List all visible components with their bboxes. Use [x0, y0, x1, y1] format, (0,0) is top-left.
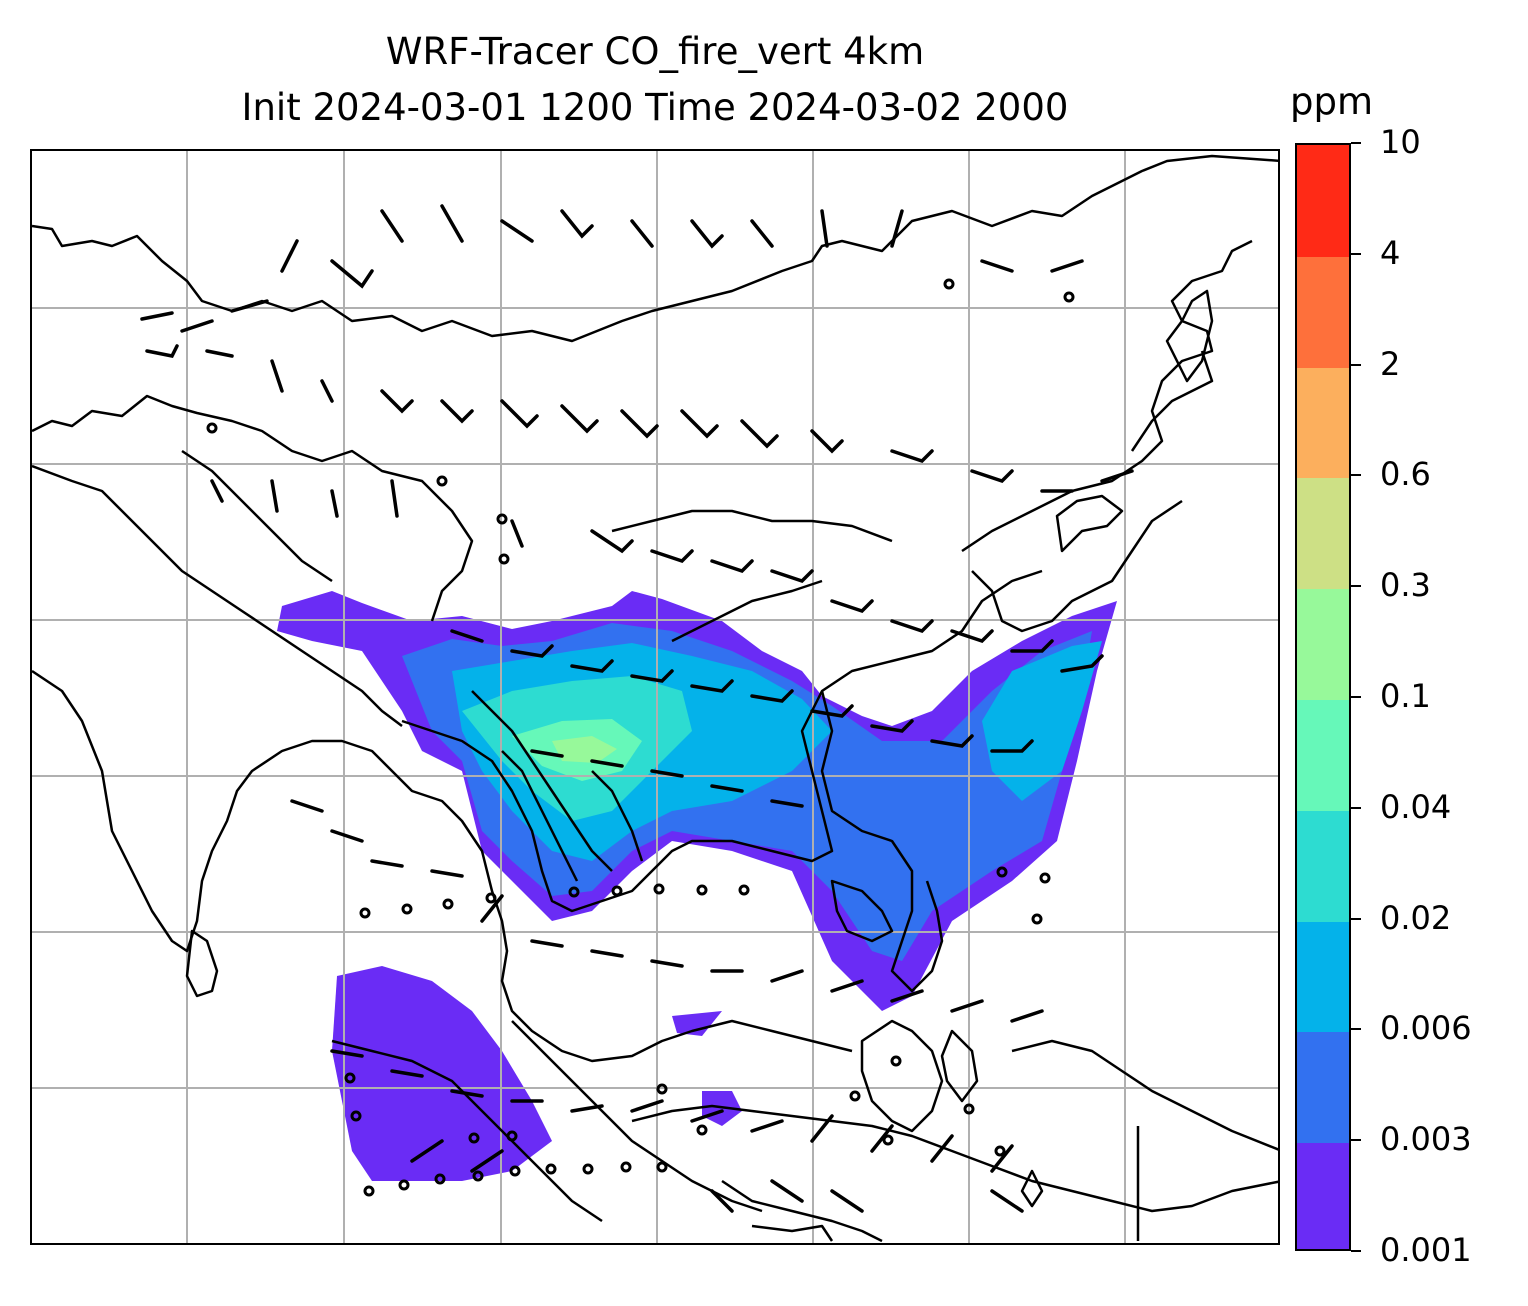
calm-wind-markers [206, 278, 1075, 1197]
coastlines [32, 154, 1278, 1243]
plume-cyan-east [982, 641, 1102, 801]
colorbar-segment [1297, 809, 1349, 922]
colorbar-tick [1351, 363, 1361, 366]
colorbar-segment [1297, 145, 1349, 257]
colorbar-tick-label: 0.6 [1380, 455, 1431, 494]
colorbar-tick-label: 0.001 [1380, 1231, 1472, 1269]
colorbar-segment [1297, 255, 1349, 368]
colorbar-tick-label: 0.1 [1380, 677, 1431, 715]
plume-lightgreen [552, 736, 617, 763]
co-fire-plume [277, 591, 1117, 1181]
colorbar [1295, 143, 1351, 1251]
colorbar-tick [1351, 806, 1361, 809]
colorbar-segment [1297, 1031, 1349, 1144]
colorbar-tick [1351, 585, 1361, 588]
gridlines [32, 151, 1278, 1243]
colorbar-tick [1351, 1139, 1361, 1142]
colorbar-tick-label: 0.003 [1380, 1120, 1472, 1159]
colorbar-segment [1297, 477, 1349, 590]
chart-title-line2: Init 2024-03-01 1200 Time 2024-03-02 200… [241, 86, 1069, 129]
colorbar-tick [1351, 1250, 1361, 1252]
map-panel [30, 149, 1280, 1245]
colorbar-tick [1351, 474, 1361, 477]
colorbar-segment [1297, 920, 1349, 1033]
colorbar-tick [1351, 696, 1361, 698]
colorbar-segment [1297, 1142, 1349, 1249]
colorbar-tick-label: 2 [1380, 344, 1401, 383]
colorbar-unit-label: ppm [1290, 80, 1374, 123]
colorbar-tick [1351, 252, 1361, 255]
colorbar-segment [1297, 366, 1349, 479]
colorbar-segment [1297, 588, 1349, 700]
colorbar-tick-label: 0.04 [1380, 787, 1452, 826]
colorbar-segment [1297, 699, 1349, 811]
colorbar-tick [1351, 917, 1361, 920]
colorbar-tick-label: 0.3 [1380, 566, 1431, 605]
colorbar-tick-label: 0.006 [1380, 1009, 1472, 1048]
wind-barbs [140, 204, 1134, 1213]
colorbar-tick [1351, 142, 1361, 144]
colorbar-tick-label: 0.02 [1380, 898, 1452, 937]
colorbar-tick-label: 10 [1380, 123, 1421, 161]
colorbar-tick [1351, 1028, 1361, 1031]
plume-south-3 [672, 1011, 722, 1036]
colorbar-tick-label: 4 [1380, 233, 1401, 272]
chart-title-line1: WRF-Tracer CO_fire_vert 4km [385, 30, 925, 73]
map-canvas [32, 151, 1278, 1243]
